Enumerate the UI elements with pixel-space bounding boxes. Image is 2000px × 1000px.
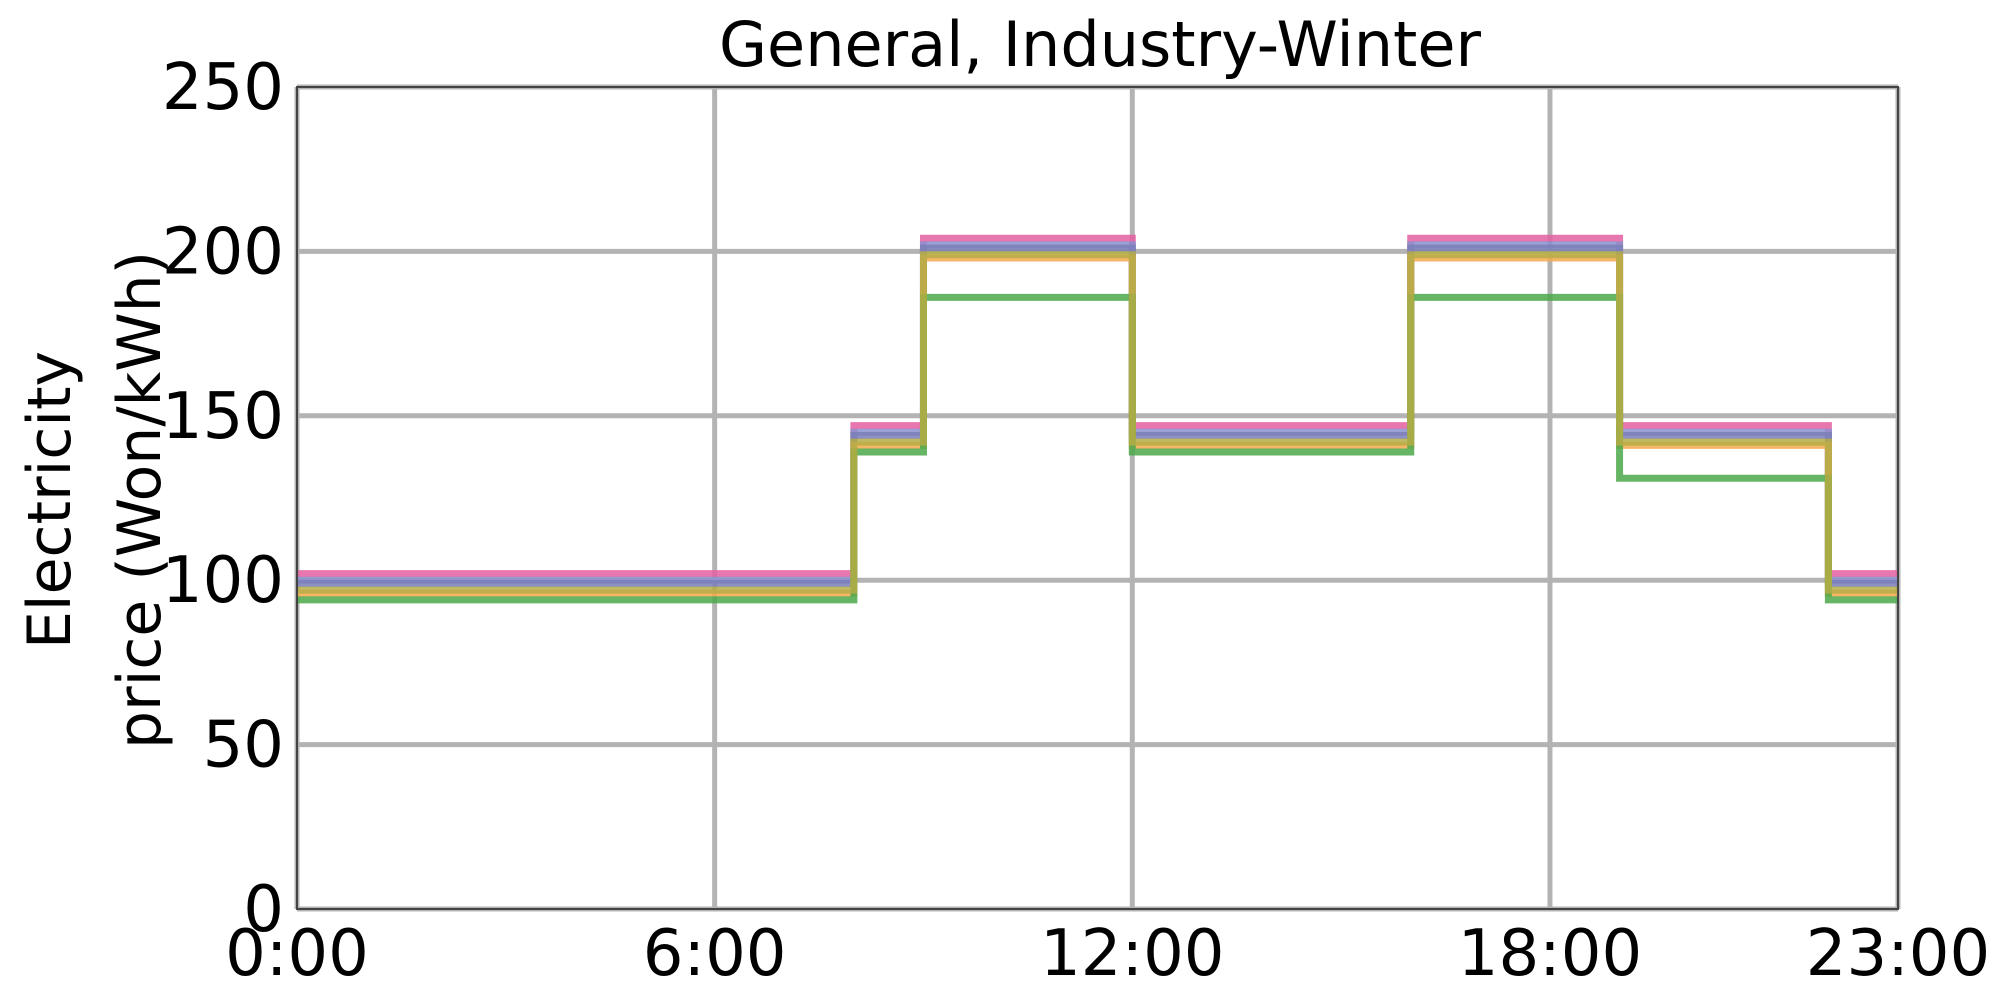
- chart-title: General, Industry-Winter: [719, 8, 1481, 81]
- y-axis-title: Electricity price (Won/kWh): [15, 251, 175, 749]
- y-tick-label-1: 50: [203, 709, 284, 783]
- y-tick-labels: 0 50 100 150 200 250: [162, 51, 284, 947]
- x-tick-label-0: 0:00: [225, 917, 369, 991]
- y-axis-title-line-2: price (Won/kWh): [105, 251, 175, 749]
- series-lines: [297, 234, 1898, 604]
- y-axis-title-line-1: Electricity: [15, 351, 85, 649]
- x-tick-label-3: 18:00: [1458, 917, 1642, 991]
- y-tick-label-4: 200: [162, 215, 284, 289]
- y-tick-label-2: 100: [162, 544, 284, 618]
- series-line-6: [297, 251, 1898, 594]
- series-line-1: [297, 234, 1898, 578]
- series-line-3: [297, 244, 1898, 587]
- x-tick-labels: 0:00 6:00 12:00 18:00 23:00: [225, 917, 1990, 991]
- grid: [294, 84, 1901, 912]
- series-line-5: [297, 293, 1898, 604]
- y-tick-label-5: 250: [162, 51, 284, 125]
- x-tick-label-1: 6:00: [643, 917, 787, 991]
- plot-frame: [296, 86, 1899, 910]
- x-tick-label-4: 23:00: [1806, 917, 1990, 991]
- y-tick-label-3: 150: [162, 380, 284, 454]
- x-tick-label-2: 12:00: [1040, 917, 1224, 991]
- y-tick-label-0: 0: [243, 873, 284, 947]
